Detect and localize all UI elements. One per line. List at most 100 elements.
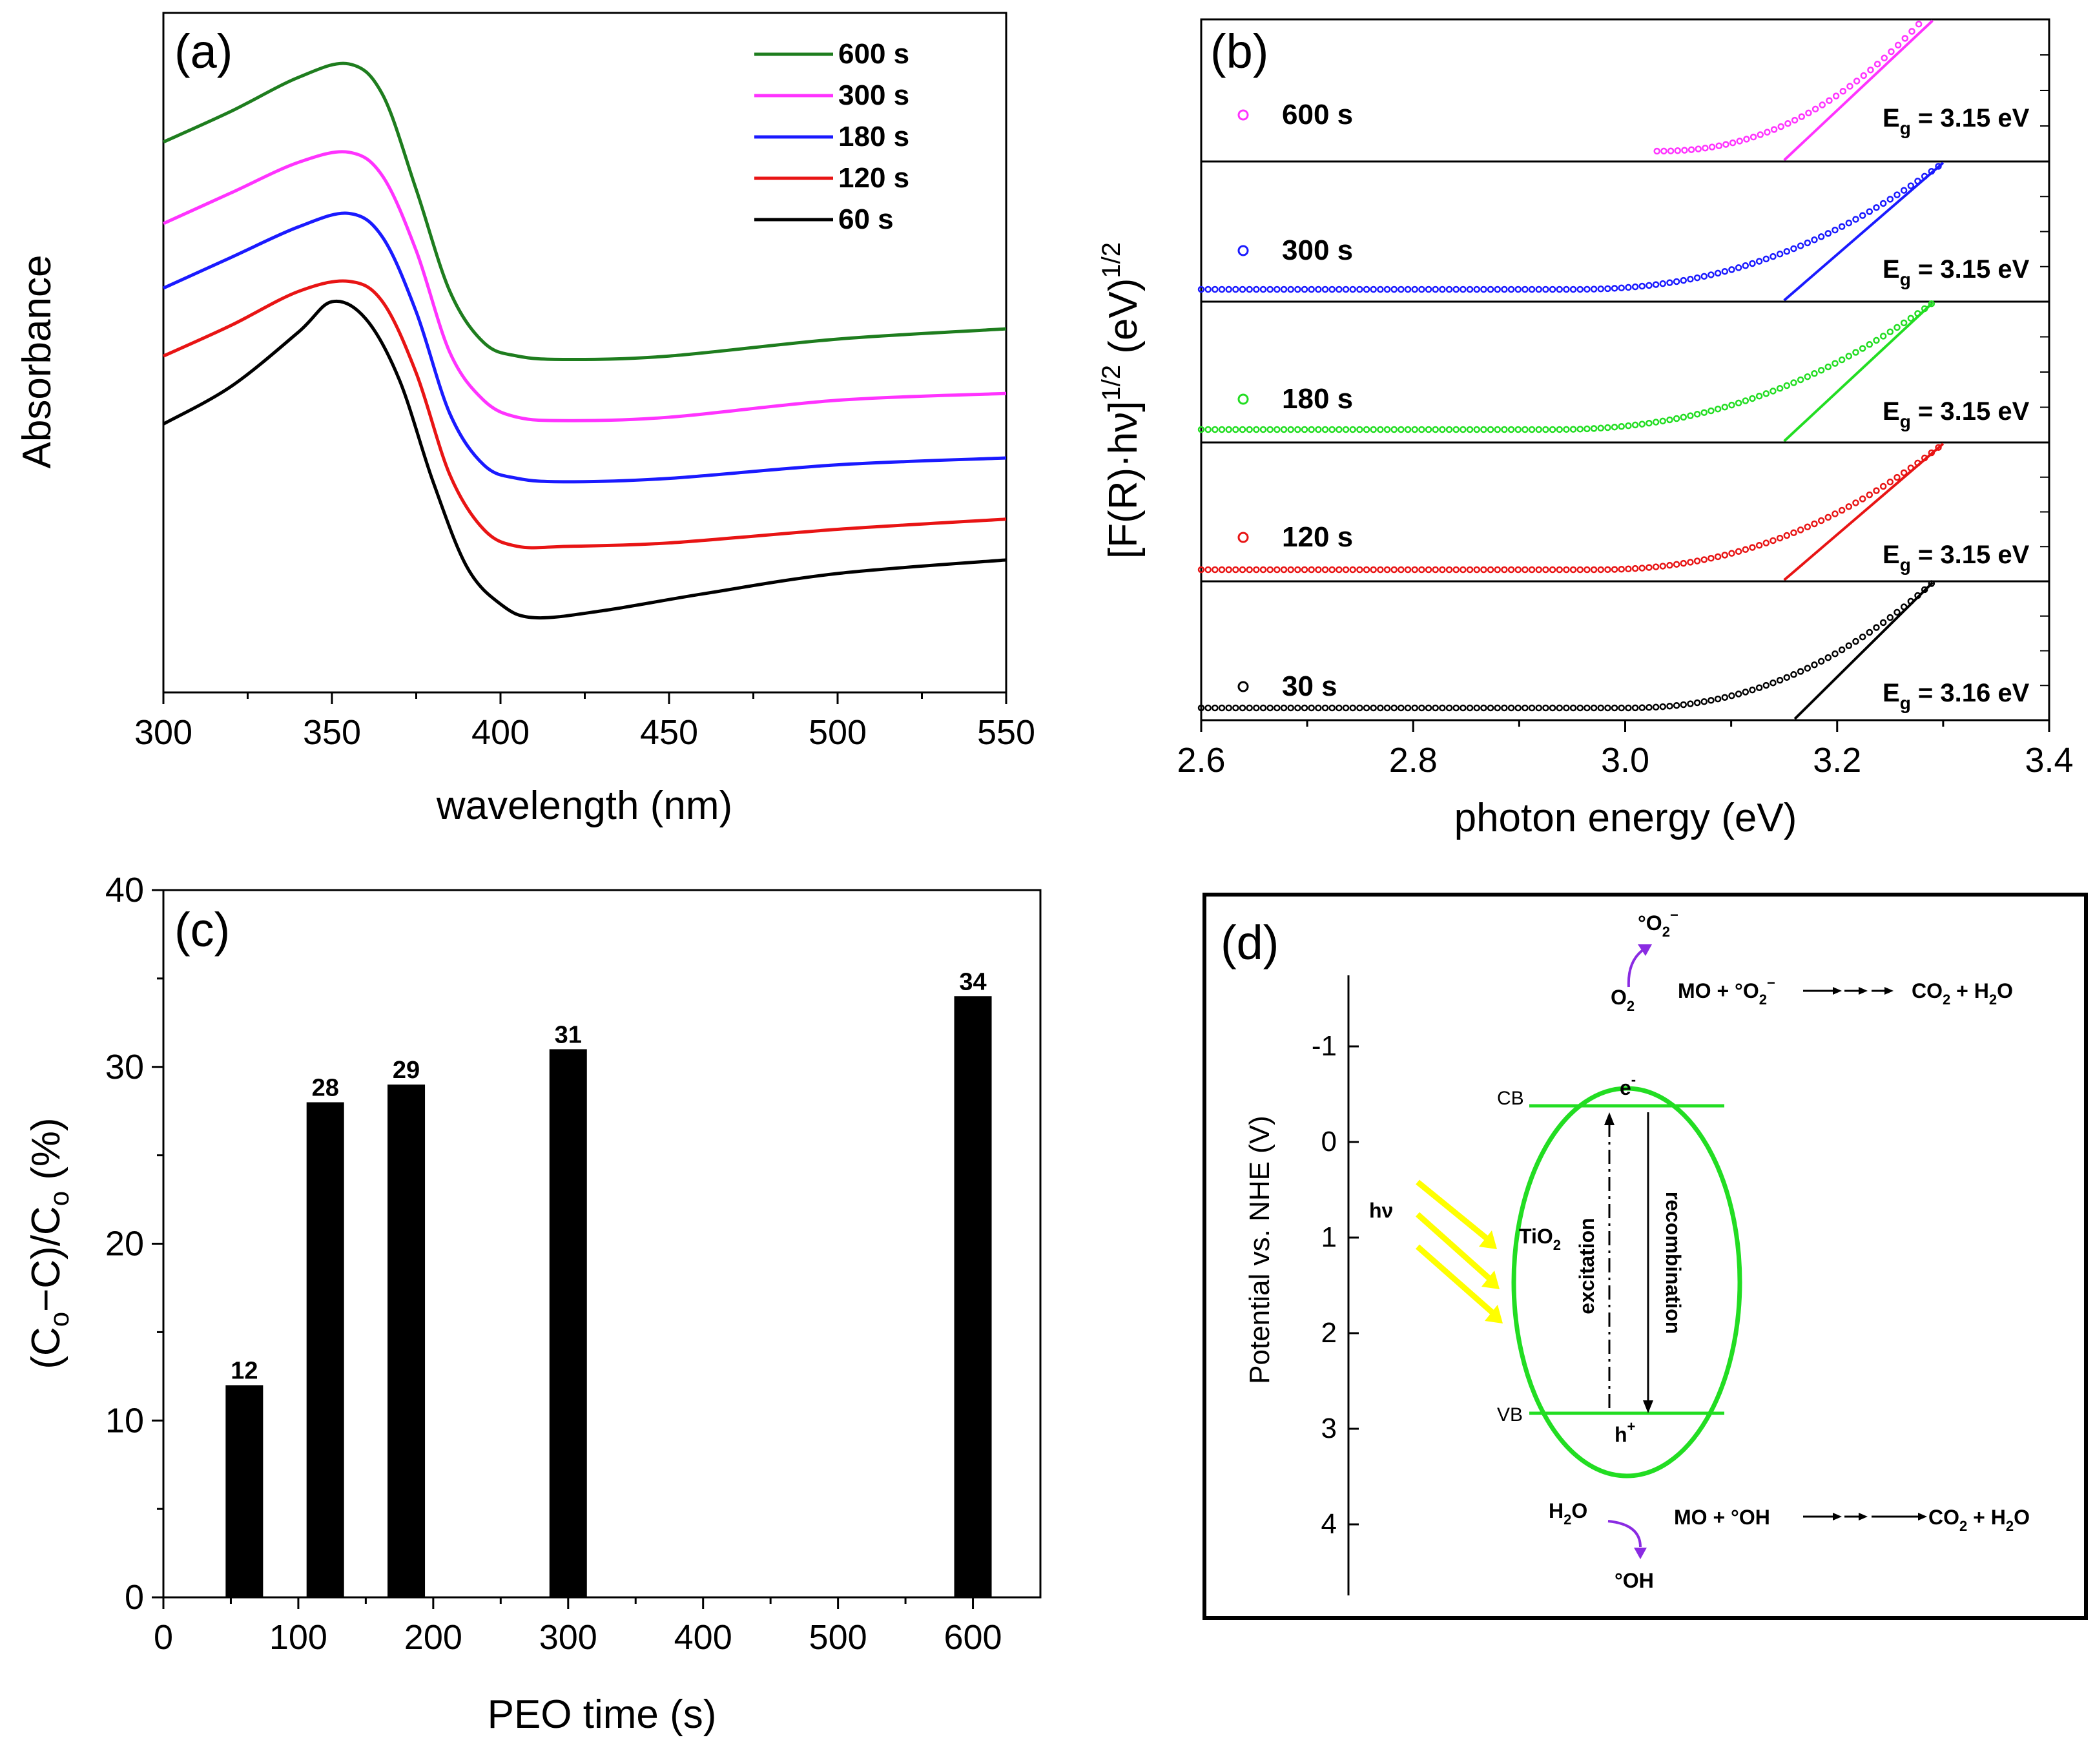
legend-entry: 180 s [838,121,909,152]
x-axis-title: wavelength (nm) [436,783,732,828]
x-axis-ticks: 300 350 400 450 500 550 [134,692,1035,752]
recombination-label: recombination [1662,1192,1685,1334]
tauc-data-points [1197,444,1942,574]
x-tick-label: 500 [809,713,867,752]
sample-label: 600 s [1282,99,1353,130]
bar-value-label: 28 [312,1075,339,1102]
vb-label: VB [1497,1404,1523,1426]
panel-a-absorbance-chart: (a) 300 350 400 450 500 550 600 s 300 s 180 s 12… [15,12,1035,828]
x-tick-label: 500 [809,1618,867,1657]
superoxide-label: °O2− [1638,907,1678,940]
light-arrowhead [1479,1230,1497,1249]
panel-label: (c) [174,903,230,957]
reaction-arrowhead [1833,1513,1842,1520]
potential-tick-label: 2 [1321,1317,1337,1349]
x-tick-label: 0 [154,1618,173,1657]
sample-marker [1237,681,1249,692]
y-axis-title: (Co−C)/Co (%) [24,1117,74,1369]
light-arrowhead [1481,1271,1500,1289]
plot-frame [162,12,1007,694]
axis-ticks: 0 100 200 300 400 500 600 0 10 20 30 40 [105,871,1002,1657]
legend-entry: 600 s [838,38,909,70]
light-arrows [1416,1179,1503,1323]
tauc-data-points [1197,300,1935,433]
bottom-reaction-products: CO2 + H2O [1928,1506,2030,1534]
x-tick-label: 3.2 [1813,741,1861,780]
series-line [162,61,1007,362]
superoxide-arrowhead [1638,944,1652,956]
sample-marker [1237,245,1249,256]
linear-fit-line [1783,19,1934,161]
panel-c-degradation-bar-chart: (c) 0 100 200 300 400 500 600 0 10 20 30 40 12 28 29 3… [24,871,1042,1737]
x-tick-label: 400 [674,1618,732,1657]
y-axis-title: Absorbance [15,255,59,469]
legend: 600 s 300 s 180 s 120 s 60 s [754,38,909,235]
x-tick-label: 3.4 [2025,741,2073,780]
light-label: hν [1369,1199,1393,1222]
light-arrow [1416,1244,1495,1316]
reaction-arrowhead [1859,1513,1868,1520]
bar-value-label: 34 [959,968,986,995]
potential-axis-title: Potential vs. NHE (V) [1244,1115,1275,1384]
o2-label: O2 [1611,986,1635,1014]
panel-label: (a) [174,25,232,78]
series-line [162,211,1007,484]
x-tick-label: 300 [134,713,192,752]
cb-label: CB [1497,1088,1524,1109]
y-tick-label: 0 [125,1578,144,1617]
sample-label: 300 s [1282,234,1353,266]
x-tick-label: 450 [640,713,698,752]
x-axis-ticks: 2.6 2.8 3.0 3.2 3.4 [1177,720,2074,780]
sample-label: 30 s [1282,670,1337,702]
tauc-data-points [1197,580,1935,712]
reaction-arrowhead [1884,987,1894,995]
y-tick-label: 20 [105,1225,144,1263]
panel-label: (d) [1221,916,1279,970]
hydroxyl-arrowhead [1634,1548,1647,1559]
potential-tick-label: 0 [1321,1126,1337,1157]
potential-axis-ticks: -1 0 1 2 3 4 [1312,1030,1359,1540]
y-tick-label: 10 [105,1401,144,1440]
plot-frame [162,889,1042,1599]
hydroxyl-label: °OH [1615,1569,1654,1592]
recombination-arrowhead [1643,1400,1653,1413]
tauc-data-points [1197,163,1942,293]
light-arrow [1416,1179,1489,1241]
x-tick-label: 400 [471,713,530,752]
series-line [162,279,1007,550]
electron-label: e- [1620,1072,1636,1099]
bars: 12 28 29 31 34 [225,968,992,1597]
linear-fit-line [1783,442,1945,581]
hole-label: h+ [1615,1418,1635,1446]
band-gap-label: Eg = 3.15 eV [1883,104,2030,138]
bar [954,996,992,1597]
sample-label: 180 s [1282,383,1353,415]
x-axis-title: PEO time (s) [488,1692,717,1737]
x-tick-label: 300 [539,1618,597,1657]
band-gap-label: Eg = 3.16 eV [1883,679,2030,713]
bar [387,1084,426,1597]
x-tick-label: 550 [977,713,1035,752]
series-lines [162,61,1007,620]
tio2-label: TiO2 [1519,1225,1561,1253]
x-tick-label: 3.0 [1601,741,1649,780]
schematic-frame [1202,893,2088,1620]
reaction-arrowhead [1918,1513,1927,1520]
legend-entry: 120 s [838,162,909,194]
bar [225,1385,263,1597]
tauc-data-points [1653,21,1923,155]
potential-tick-label: -1 [1312,1030,1337,1062]
sample-label: 120 s [1282,521,1353,553]
superoxide-reaction: MO + °O2− [1678,975,1775,1008]
light-arrowhead [1485,1305,1503,1323]
x-tick-label: 2.6 [1177,741,1225,780]
series-line [162,150,1007,422]
bar [306,1102,344,1597]
linear-fit-line [1783,302,1934,442]
hydroxyl-reaction: MO + °OH [1674,1506,1770,1529]
potential-tick-label: 4 [1321,1508,1337,1540]
band-gap-label: Eg = 3.15 eV [1883,541,2030,575]
tio2-particle-ellipse [1511,1086,1742,1479]
top-reaction-arrows [1803,987,1894,995]
